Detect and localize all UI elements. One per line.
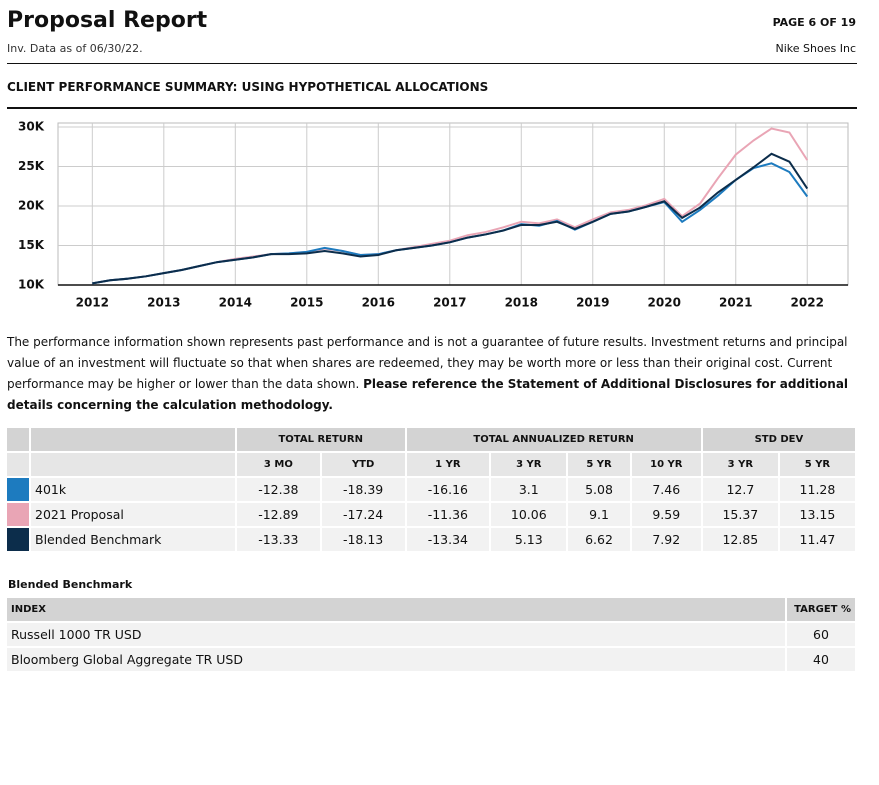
cell: -11.36 (406, 503, 490, 526)
x-tick-label: 2018 (505, 296, 538, 310)
y-tick-label: 20K (18, 198, 45, 212)
header-cell (7, 428, 29, 451)
column-header: 1 YR (406, 453, 490, 476)
column-header: 10 YR (631, 453, 701, 476)
cell: 10.06 (491, 503, 567, 526)
cell: -16.16 (406, 478, 490, 501)
cell: -13.33 (237, 528, 320, 551)
header-cell (31, 428, 235, 451)
x-tick-label: 2014 (219, 296, 252, 310)
section-title: CLIENT PERFORMANCE SUMMARY: USING HYPOTH… (7, 80, 489, 94)
cell: Bloomberg Global Aggregate TR USD (7, 648, 785, 671)
client: Nike Shoes Inc (775, 42, 856, 55)
column-header: 5 YR (568, 453, 630, 476)
cell: 11.28 (779, 478, 855, 501)
legend-swatch (7, 528, 29, 551)
y-tick-label: 10K (18, 278, 45, 292)
column-header: 5 YR (779, 453, 855, 476)
disclaimer-bold: Please reference the Statement of Additi… (7, 377, 849, 412)
y-tick-label: 25K (18, 159, 45, 173)
cell: 15.37 (702, 503, 778, 526)
cell: -18.13 (321, 528, 405, 551)
cell: 12.85 (702, 528, 778, 551)
column-header: 3 MO (237, 453, 320, 476)
legend-swatch (7, 503, 29, 526)
benchmark-title: Blended Benchmark (8, 578, 133, 591)
cell: 7.92 (631, 528, 701, 551)
x-tick-label: 2015 (290, 296, 323, 310)
cell: 5.08 (568, 478, 630, 501)
plot-frame (57, 122, 849, 286)
y-tick-label: 30K (18, 119, 45, 133)
cell: 9.59 (631, 503, 701, 526)
chart: 10K 15K 20K 25K 30K 2012 2013 2014 2015 2016 2017 2… (18, 119, 849, 310)
x-tick-label: 2013 (147, 296, 180, 310)
column-header: 3 YR (702, 453, 778, 476)
cell: 40 (787, 648, 855, 671)
cell: -13.34 (406, 528, 490, 551)
header-row: INDEX TARGET % (7, 598, 855, 621)
x-tick-label: 2020 (648, 296, 681, 310)
data-row: Bloomberg Global Aggregate TR USD 40 (7, 648, 855, 671)
cell: 5.13 (491, 528, 567, 551)
cell: -12.89 (237, 503, 320, 526)
group-header: STD DEV (702, 428, 855, 451)
x-tick-label: 2021 (719, 296, 752, 310)
cell: 7.46 (631, 478, 701, 501)
cell: Russell 1000 TR USD (7, 623, 785, 646)
row-name: Blended Benchmark (31, 528, 235, 551)
x-tick-label: 2016 (362, 296, 395, 310)
x-tick-label: 2019 (576, 296, 609, 310)
header-cell (7, 453, 29, 476)
group-header: TOTAL ANNUALIZED RETURN (406, 428, 701, 451)
y-tick-label: 15K (18, 238, 45, 252)
cell: 3.1 (491, 478, 567, 501)
x-tick-label: 2022 (791, 296, 824, 310)
cell: -12.38 (237, 478, 320, 501)
disclaimer-text: The performance information shown repres… (7, 335, 848, 391)
disclaimer: The performance information shown repres… (7, 332, 857, 416)
cell: 60 (787, 623, 855, 646)
column-header: YTD (321, 453, 405, 476)
group-header-row: TOTAL RETURN TOTAL ANNUALIZED RETURN STD D… (7, 428, 855, 451)
column-header: INDEX (7, 598, 785, 621)
column-header: TARGET % (787, 598, 855, 621)
group-header: TOTAL RETURN (237, 428, 405, 451)
column-header: 3 YR (491, 453, 567, 476)
header-cell (31, 453, 235, 476)
data-row: Blended Benchmark -13.33 -18.13 -13.34 5.13 6… (7, 528, 855, 551)
series-line (92, 152, 809, 285)
cell: 6.62 (568, 528, 630, 551)
x-tick-label: 2012 (76, 296, 109, 310)
title: Proposal Report (7, 8, 208, 33)
data-row: Russell 1000 TR USD 60 (7, 623, 855, 646)
cell: -18.39 (321, 478, 405, 501)
performance-table: TOTAL RETURN TOTAL ANNUALIZED RETURN STD D… (5, 426, 857, 553)
legend-swatch (7, 478, 29, 501)
column-header-row: 3 MO YTD 1 YR 3 YR 5 YR 10 YR 3 YR 5 YR (7, 453, 855, 476)
x-tick-label: 2017 (433, 296, 466, 310)
subtitle: Inv. Data as of 06/30/22. (7, 42, 143, 55)
row-name: 2021 Proposal (31, 503, 235, 526)
divider (7, 63, 857, 64)
data-row: 2021 Proposal -12.89 -17.24 -11.36 10.06 9.1 9… (7, 503, 855, 526)
cell: 13.15 (779, 503, 855, 526)
row-name: 401k (31, 478, 235, 501)
cell: 9.1 (568, 503, 630, 526)
benchmark-table: INDEX TARGET % Russell 1000 TR USD 60 Bloomb… (5, 596, 857, 673)
divider (7, 107, 857, 109)
cell: -17.24 (321, 503, 405, 526)
cell: 11.47 (779, 528, 855, 551)
data-row: 401k -12.38 -18.39 -16.16 3.1 5.08 7.46 12.7 11.… (7, 478, 855, 501)
page-number: PAGE 6 OF 19 (772, 16, 856, 29)
cell: 12.7 (702, 478, 778, 501)
